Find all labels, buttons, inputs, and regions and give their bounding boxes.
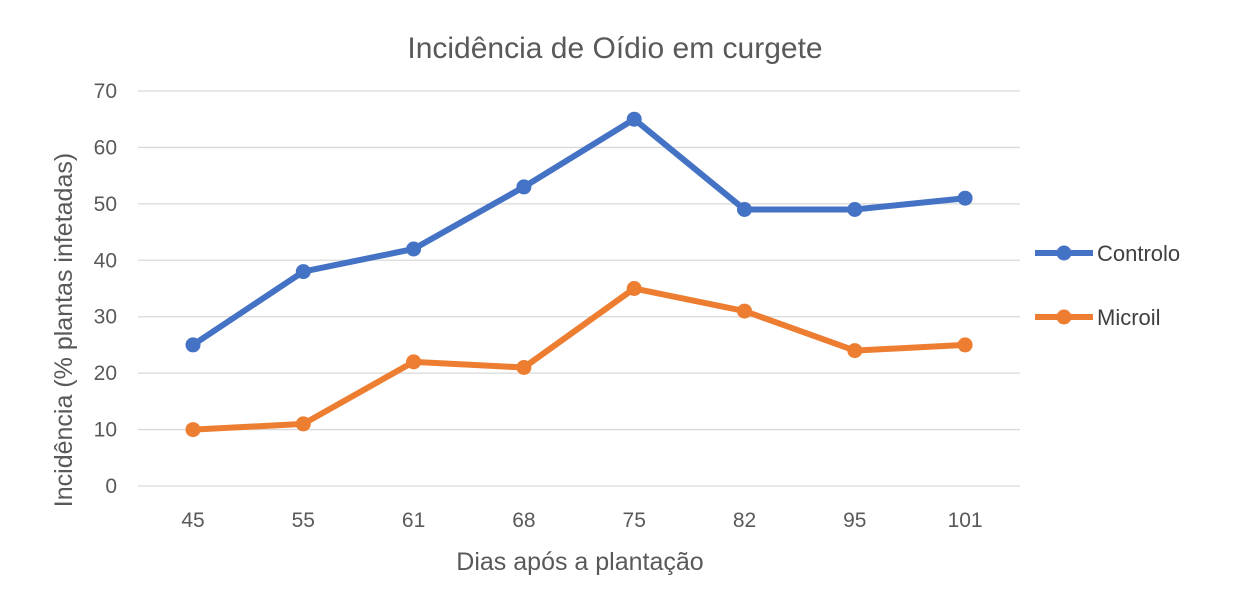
data-point bbox=[737, 303, 752, 319]
x-tick-label: 61 bbox=[402, 509, 425, 532]
x-tick-label: 75 bbox=[623, 509, 646, 532]
series-controlo bbox=[185, 111, 973, 353]
y-tick-label: 70 bbox=[94, 80, 117, 103]
data-point bbox=[737, 202, 752, 217]
data-point bbox=[516, 360, 532, 375]
y-axis-label: Incidência (% plantas infetadas) bbox=[50, 153, 78, 507]
legend-label: Controlo bbox=[1097, 241, 1180, 266]
x-axis-ticks: 45 55 61 68 75 82 95 101 bbox=[181, 509, 982, 532]
data-point bbox=[295, 416, 311, 432]
data-point bbox=[516, 179, 532, 195]
data-point bbox=[185, 422, 201, 438]
y-tick-label: 10 bbox=[94, 419, 117, 442]
legend: Controlo Microil bbox=[1035, 241, 1180, 330]
y-tick-label: 40 bbox=[94, 249, 117, 272]
data-point bbox=[957, 337, 973, 353]
data-point bbox=[406, 241, 422, 257]
data-point bbox=[295, 264, 311, 280]
y-tick-label: 20 bbox=[94, 362, 117, 385]
y-axis-ticks: 0 10 20 30 40 50 60 70 bbox=[94, 80, 117, 498]
gridlines bbox=[138, 90, 1020, 487]
x-tick-label: 95 bbox=[843, 509, 866, 532]
series-line-controlo bbox=[190, 116, 969, 348]
x-tick-label: 68 bbox=[512, 509, 535, 532]
legend-item-microil: Microil bbox=[1035, 305, 1161, 330]
data-point bbox=[957, 190, 973, 206]
data-point bbox=[847, 202, 863, 217]
chart-title: Incidência de Oídio em curgete bbox=[407, 32, 822, 65]
series-microil bbox=[185, 281, 973, 438]
x-tick-label: 101 bbox=[948, 509, 983, 532]
data-point bbox=[185, 337, 201, 353]
legend-item-controlo: Controlo bbox=[1035, 241, 1180, 266]
legend-swatch-marker bbox=[1056, 245, 1072, 261]
x-tick-label: 55 bbox=[292, 509, 315, 532]
data-point bbox=[406, 354, 422, 370]
series-group bbox=[185, 111, 973, 438]
legend-swatch-marker bbox=[1056, 309, 1072, 325]
data-point bbox=[626, 111, 642, 127]
y-tick-label: 30 bbox=[94, 306, 117, 329]
x-tick-label: 45 bbox=[181, 509, 204, 532]
y-tick-label: 50 bbox=[94, 193, 117, 216]
y-tick-label: 60 bbox=[94, 136, 117, 159]
legend-label: Microil bbox=[1097, 305, 1161, 330]
data-point bbox=[626, 281, 642, 296]
y-tick-label: 0 bbox=[105, 475, 117, 498]
series-line-microil bbox=[190, 285, 969, 433]
data-point bbox=[847, 343, 863, 359]
x-tick-label: 82 bbox=[733, 509, 756, 532]
x-axis-label: Dias após a plantação bbox=[456, 548, 703, 576]
